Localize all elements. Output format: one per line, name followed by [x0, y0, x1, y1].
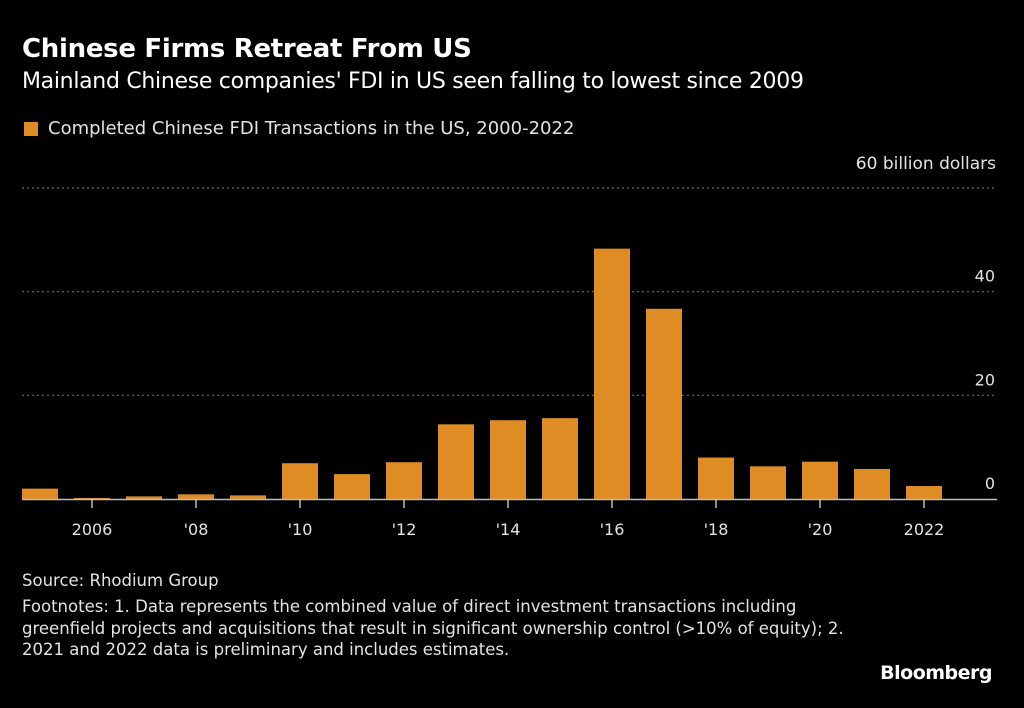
legend: Completed Chinese FDI Transactions in th…	[24, 118, 574, 139]
bar-2007	[126, 496, 162, 499]
y-axis-unit-label: 60 billion dollars	[855, 154, 996, 174]
bar-2015	[542, 418, 578, 499]
x-tick-label: '16	[600, 520, 625, 539]
bar-2012	[386, 462, 422, 499]
bar-2014	[490, 420, 526, 499]
y-tick-label: 20	[975, 370, 995, 389]
x-tick-label: '12	[392, 520, 417, 539]
source-note: Source: Rhodium Group	[22, 571, 219, 590]
legend-label: Completed Chinese FDI Transactions in th…	[48, 118, 575, 139]
x-axis: 2006 '08 '10 '12 '14 '16 '18 '20 2022	[22, 498, 997, 539]
chart-subtitle: Mainland Chinese companies' FDI in US se…	[22, 69, 804, 94]
x-tick-label: '08	[184, 520, 209, 539]
bar-2010	[282, 463, 318, 499]
bar-2022	[906, 486, 942, 499]
y-tick-label: 40	[975, 267, 995, 286]
bar-2021	[854, 468, 890, 499]
bar-2017	[646, 308, 682, 499]
bars	[22, 248, 942, 499]
x-tick-label: '20	[808, 520, 833, 539]
bar-chart: 2006 '08 '10 '12 '14 '16 '18 '20 2022 0 20 40	[22, 187, 997, 539]
y-tick-label: 0	[985, 474, 995, 493]
chart-title: Chinese Firms Retreat From US	[22, 34, 472, 64]
x-tick-label: 2022	[904, 520, 945, 539]
x-tick-label: '18	[704, 520, 729, 539]
bar-2020	[802, 461, 838, 499]
gridlines	[22, 187, 997, 396]
bar-2019	[750, 466, 786, 499]
bar-2006	[74, 497, 110, 499]
y-axis-ticks: 0 20 40	[975, 267, 995, 493]
footnotes: Footnotes: 1. Data represents the combin…	[22, 597, 844, 659]
x-tick-label: '14	[496, 520, 521, 539]
bar-2008	[178, 494, 214, 499]
bar-2009	[230, 495, 266, 499]
bar-2011	[334, 474, 370, 499]
legend-swatch	[24, 121, 38, 136]
bloomberg-logo: Bloomberg	[880, 662, 992, 684]
bar-2016	[594, 248, 630, 499]
bar-2005	[22, 488, 58, 499]
bar-2018	[698, 457, 734, 499]
x-tick-label: '10	[288, 520, 313, 539]
x-tick-label: 2006	[72, 520, 113, 539]
bar-2013	[438, 424, 474, 499]
